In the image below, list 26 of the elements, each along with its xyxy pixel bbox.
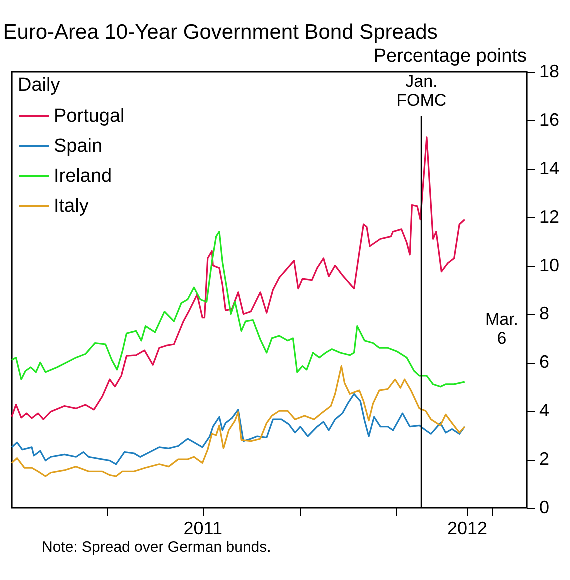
legend-label: Spain	[54, 136, 103, 157]
x-tick-label: 2011	[184, 518, 222, 538]
x-tick-label: 2012	[447, 518, 488, 538]
annotation: Mar. 6	[485, 310, 519, 348]
legend-label: Ireland	[54, 166, 112, 187]
line-series	[11, 136, 466, 420]
y-axis-title: Percentage points	[374, 46, 527, 67]
legend-label: Portugal	[54, 106, 125, 127]
line-series	[11, 393, 466, 466]
y-tick-label: 8	[540, 304, 550, 324]
legend-label: Italy	[54, 196, 90, 217]
y-tick-label: 12	[540, 206, 560, 227]
line-series	[11, 366, 466, 478]
line-series	[11, 231, 466, 388]
legend-title: Daily	[18, 75, 61, 96]
y-tick-label: 0	[540, 498, 550, 518]
y-tick-label: 2	[540, 449, 550, 470]
ref-line-label: Jan. FOMC	[396, 72, 447, 110]
chart-title: Euro-Area 10-Year Government Bond Spreads	[3, 21, 438, 44]
y-tick-label: 4	[540, 400, 550, 421]
y-tick-label: 18	[540, 62, 560, 82]
y-tick-label: 6	[540, 352, 550, 372]
text: Note: Spread over German bunds.	[42, 539, 272, 556]
y-tick-label: 10	[540, 255, 560, 276]
y-tick-label: 14	[540, 158, 560, 178]
y-tick-label: 16	[540, 110, 560, 130]
